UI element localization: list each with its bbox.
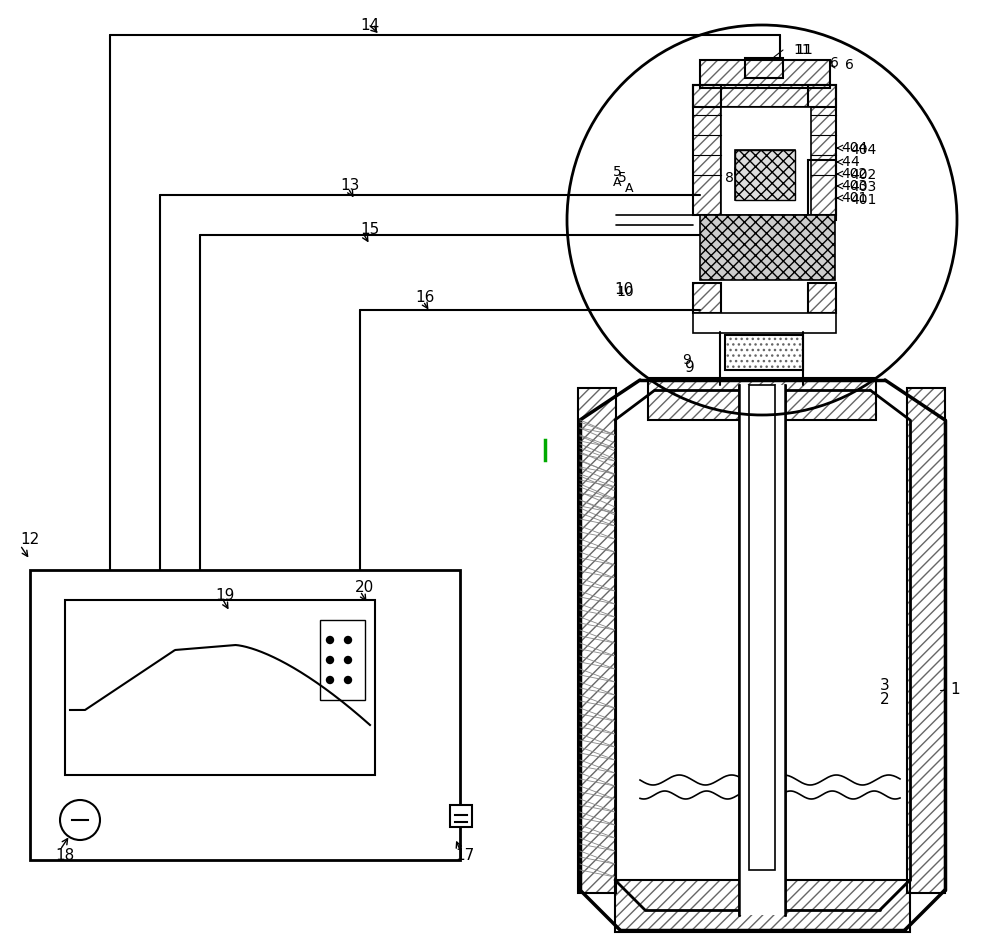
Text: 13: 13 (340, 177, 359, 192)
Text: 8: 8 (725, 171, 734, 185)
Text: 10: 10 (616, 285, 634, 299)
Bar (693, 85, 836, 107)
Text: 401: 401 (841, 191, 867, 205)
Bar (700, 60, 830, 88)
Bar (693, 283, 721, 313)
Text: 17: 17 (455, 848, 474, 863)
Text: 15: 15 (360, 223, 379, 238)
Text: 19: 19 (215, 587, 234, 603)
Text: 402: 402 (841, 167, 867, 181)
Bar (648, 378, 876, 420)
Bar (808, 160, 836, 220)
Bar (693, 85, 721, 215)
Bar (320, 620, 365, 700)
Text: 6: 6 (845, 58, 854, 72)
Text: 16: 16 (415, 290, 434, 306)
Text: 14: 14 (360, 18, 379, 32)
Bar (700, 60, 830, 88)
Bar (30, 570, 460, 860)
Text: 12: 12 (20, 533, 39, 548)
Bar (700, 215, 835, 280)
Bar (735, 150, 795, 200)
Bar (808, 283, 836, 313)
Circle shape (345, 637, 352, 643)
Bar (907, 388, 945, 893)
Text: 404: 404 (841, 141, 867, 155)
Bar (615, 880, 910, 932)
Text: 6: 6 (830, 56, 839, 70)
Bar (745, 58, 783, 78)
Text: 9: 9 (682, 353, 691, 367)
Bar (808, 160, 836, 220)
Bar (808, 283, 836, 313)
Bar (808, 85, 836, 215)
Text: 4: 4 (850, 155, 859, 169)
Bar (693, 283, 721, 313)
Bar (808, 85, 836, 215)
Bar (648, 378, 876, 420)
Text: 403: 403 (841, 179, 867, 193)
Bar (721, 107, 811, 215)
Bar (749, 385, 775, 870)
Circle shape (327, 656, 334, 664)
Text: 10: 10 (614, 283, 633, 297)
Bar (578, 388, 616, 893)
Circle shape (345, 676, 352, 684)
Text: 18: 18 (55, 848, 74, 863)
Bar (65, 600, 375, 775)
Text: 5: 5 (618, 171, 627, 185)
Text: 402: 402 (850, 168, 876, 182)
Bar (693, 85, 836, 107)
Text: 8: 8 (733, 165, 742, 179)
Bar (615, 880, 910, 932)
Bar (693, 85, 721, 215)
Bar (739, 385, 785, 915)
Bar (725, 335, 803, 370)
Text: 3: 3 (880, 677, 890, 692)
Text: 4: 4 (841, 155, 850, 169)
Text: 11: 11 (793, 43, 811, 57)
Text: 7: 7 (748, 165, 757, 179)
Text: 2: 2 (880, 692, 890, 707)
Bar (725, 335, 803, 370)
Circle shape (345, 656, 352, 664)
Text: A: A (625, 181, 634, 194)
Text: 1: 1 (950, 683, 960, 698)
Text: 7: 7 (748, 158, 757, 172)
Text: 403: 403 (850, 180, 876, 194)
Bar (578, 388, 616, 893)
Bar (745, 58, 783, 78)
Text: 5: 5 (613, 165, 622, 179)
Circle shape (327, 637, 334, 643)
Bar (450, 805, 472, 827)
Text: 401: 401 (850, 193, 876, 207)
Bar (907, 388, 945, 893)
Bar (735, 150, 795, 200)
Text: 9: 9 (685, 360, 695, 375)
Text: 20: 20 (355, 581, 374, 595)
Bar (745, 58, 783, 78)
Circle shape (327, 676, 334, 684)
Text: 404: 404 (850, 143, 876, 157)
Bar (693, 313, 836, 333)
Text: A: A (613, 176, 622, 190)
Text: 11: 11 (795, 43, 813, 57)
